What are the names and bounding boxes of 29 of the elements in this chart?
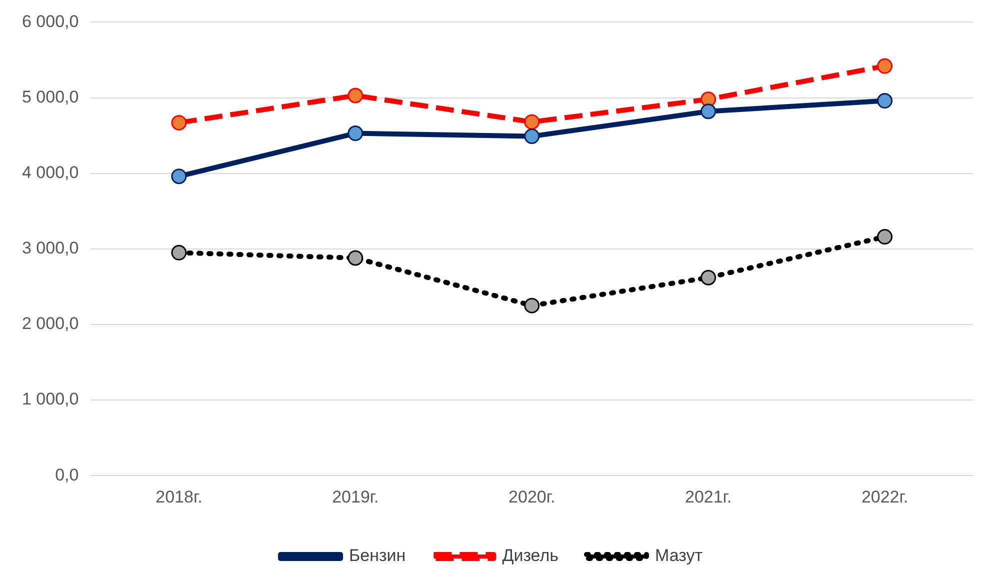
point [877, 93, 893, 109]
x-tick-label: 2021г. [684, 487, 732, 506]
point [700, 104, 716, 120]
point [171, 114, 187, 130]
point [877, 58, 893, 74]
y-tick-label: 3 000,0 [22, 238, 79, 258]
legend-label: Дизель [502, 546, 559, 566]
point [348, 126, 364, 142]
point [524, 114, 540, 130]
legend-label: Мазут [654, 546, 703, 566]
y-tick-label: 6 000,0 [22, 12, 79, 31]
point [877, 229, 893, 245]
x-tick-label: 2018г. [156, 487, 202, 506]
point [700, 270, 716, 286]
point [524, 298, 540, 314]
point [171, 244, 187, 260]
y-tick-label: 0,0 [55, 465, 79, 484]
legend-label: Бензин [349, 546, 406, 566]
y-tick-label: 5 000,0 [22, 87, 79, 106]
y-tick-label: 1 000,0 [22, 390, 79, 409]
point [348, 88, 364, 104]
x-tick-label: 2020г. [508, 487, 556, 506]
point [524, 128, 540, 144]
y-tick-label: 4 000,0 [22, 163, 79, 182]
point [171, 168, 187, 184]
x-tick-label: 2022г. [861, 487, 908, 506]
y-tick-label: 2 000,0 [22, 314, 79, 334]
x-tick-label: 2019г. [332, 487, 379, 506]
point [348, 250, 364, 266]
